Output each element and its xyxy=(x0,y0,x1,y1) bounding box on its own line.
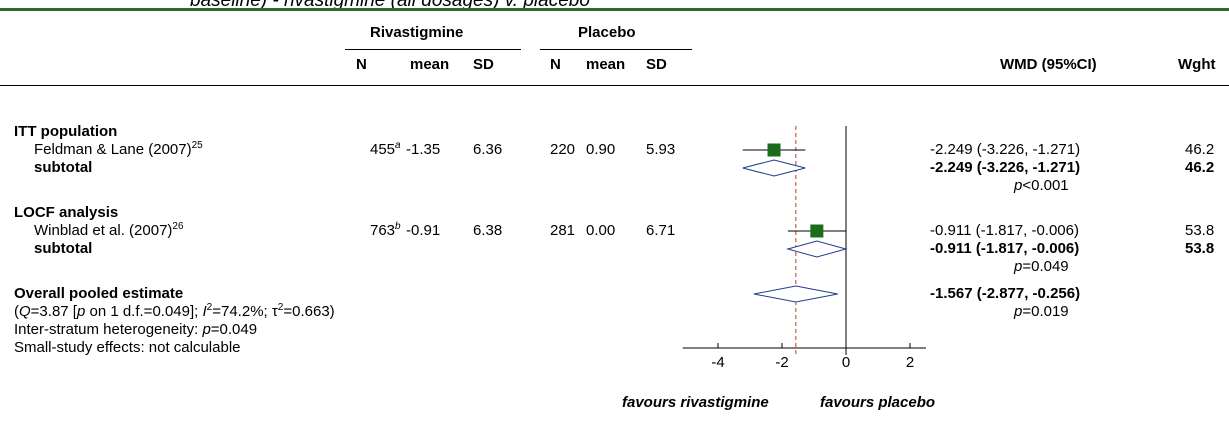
subtotal-wmd: -0.911 (-1.817, -0.006) xyxy=(930,240,1080,257)
study-weight: 53.8 xyxy=(1185,222,1215,239)
col-n2: N xyxy=(550,56,561,73)
study-sd2: 5.93 xyxy=(646,141,676,158)
study-n1: 763b xyxy=(370,221,401,240)
group1-header: Rivastigmine xyxy=(370,24,464,41)
study-name: Feldman & Lane (2007)25 xyxy=(34,140,203,159)
header-bar xyxy=(0,8,1229,11)
study-sd1: 6.36 xyxy=(473,141,503,158)
col-sd2: SD xyxy=(646,56,667,73)
col-mean1: mean xyxy=(410,56,450,73)
study-mean1: -1.35 xyxy=(406,141,441,158)
study-effect-square xyxy=(767,143,781,157)
group1-underline xyxy=(345,49,521,50)
group2-underline xyxy=(540,49,692,50)
study-mean2: 0.90 xyxy=(586,141,616,158)
study-sd2: 6.71 xyxy=(646,222,676,239)
subtotal-wmd: -2.249 (-3.226, -1.271) xyxy=(930,159,1081,176)
subtotal-label: subtotal xyxy=(34,159,93,176)
pooled-diamond xyxy=(785,240,848,258)
inter-stratum-heterogeneity: Inter-stratum heterogeneity: p=0.049 xyxy=(14,321,258,338)
study-name: Winblad et al. (2007)26 xyxy=(34,221,184,240)
overall-p: p=0.019 xyxy=(1014,303,1069,320)
x-tick-label: 0 xyxy=(842,354,850,371)
section-label: ITT population xyxy=(14,123,118,140)
study-mean2: 0.00 xyxy=(586,222,616,239)
favours-right-label: favours placebo xyxy=(820,394,936,411)
header-fragment: baseline) - rivastigmine (all dosages) v… xyxy=(190,0,590,11)
x-tick-label: -2 xyxy=(775,354,788,371)
header-rule xyxy=(0,85,1229,86)
subtotal-p: p<0.001 xyxy=(1014,177,1069,194)
study-mean1: -0.91 xyxy=(406,222,441,239)
subtotal-label: subtotal xyxy=(34,240,93,257)
col-sd1: SD xyxy=(473,56,494,73)
favours-left-label: favours rivastigmine xyxy=(622,394,769,411)
subtotal-weight: 53.8 xyxy=(1185,240,1215,257)
section-label: LOCF analysis xyxy=(14,204,119,221)
study-wmd: -2.249 (-3.226, -1.271) xyxy=(930,141,1081,158)
overall-label: Overall pooled estimate xyxy=(14,285,184,302)
group2-header: Placebo xyxy=(578,24,636,41)
study-n2: 281 xyxy=(550,222,576,239)
pooled-diamond xyxy=(753,285,838,303)
small-study-effects: Small-study effects: not calculable xyxy=(14,339,241,356)
subtotal-weight: 46.2 xyxy=(1185,159,1215,176)
study-n1: 455a xyxy=(370,140,401,159)
col-wmd: WMD (95%CI) xyxy=(1000,56,1097,73)
heterogeneity-stats: (Q=3.87 [p on 1 d.f.=0.049]; I2=74.2%; τ… xyxy=(14,302,335,321)
x-tick-label: 2 xyxy=(906,354,914,371)
subtotal-p: p=0.049 xyxy=(1014,258,1069,275)
col-mean2: mean xyxy=(586,56,626,73)
col-n1: N xyxy=(356,56,367,73)
overall-wmd: -1.567 (-2.877, -0.256) xyxy=(930,285,1081,302)
x-tick-label: -4 xyxy=(711,354,724,371)
study-weight: 46.2 xyxy=(1185,141,1215,158)
study-n2: 220 xyxy=(550,141,576,158)
study-wmd: -0.911 (-1.817, -0.006) xyxy=(930,222,1079,239)
study-sd1: 6.38 xyxy=(473,222,503,239)
pooled-diamond xyxy=(742,159,806,177)
study-effect-square xyxy=(810,224,824,238)
col-wght: Wght xyxy=(1178,56,1216,73)
